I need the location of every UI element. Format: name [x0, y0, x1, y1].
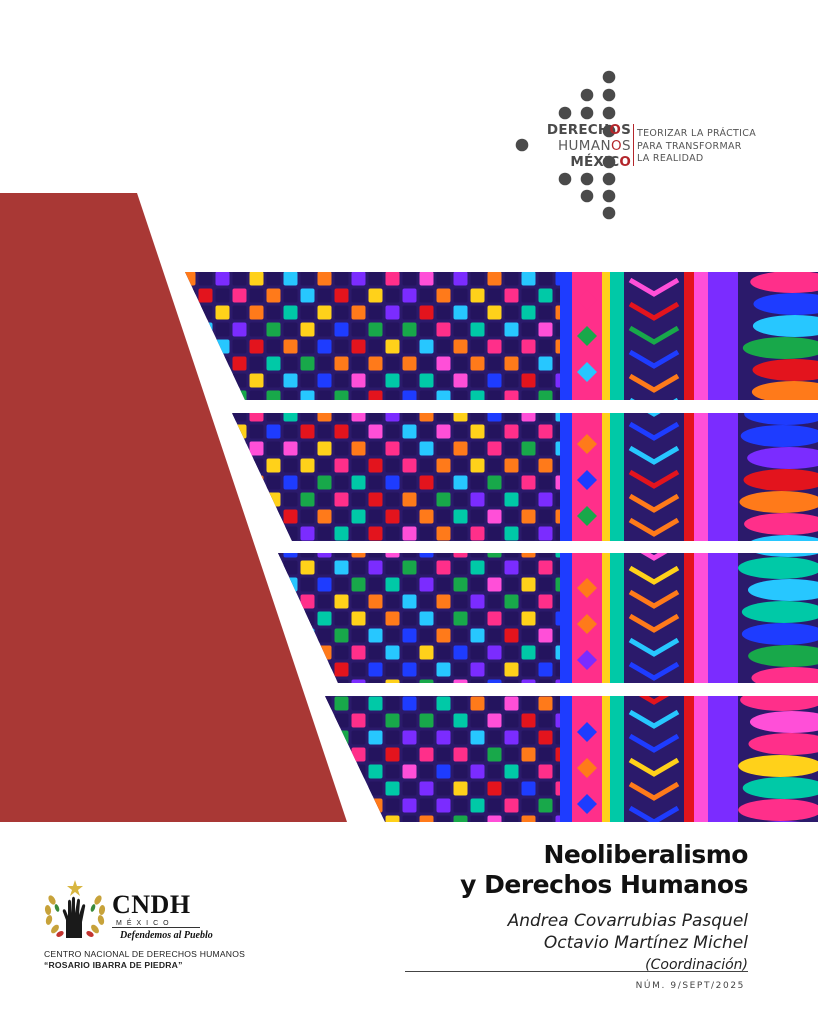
title-block: Neoliberalismo y Derechos Humanos Andrea… [328, 840, 748, 974]
cover-artwork [0, 193, 818, 822]
coordination-label: (Coordinación) [645, 957, 748, 973]
logo-dots-icon [515, 70, 616, 220]
red-panel [0, 193, 347, 822]
book-title: Neoliberalismo y Derechos Humanos [460, 840, 748, 899]
authors: Andrea Covarrubias Pasquel Octavio Martí… [328, 910, 748, 954]
title-rule [405, 971, 748, 972]
raised-hand-laurel-icon [44, 880, 106, 938]
logo-wordmark: DERECHOS HUMANOS MÉXICO [546, 122, 631, 170]
author-name: Octavio Martínez Michel [543, 933, 748, 953]
cndh-full-name: CENTRO NACIONAL DE DERECHOS HUMANOS [44, 949, 246, 959]
author-name: Andrea Covarrubias Pasquel [507, 911, 748, 931]
cndh-rule [112, 927, 200, 928]
logo-slogan: TEORIZAR LA PRÁCTICA PARA TRANSFORMAR LA… [637, 128, 756, 164]
logo-divider [633, 124, 634, 166]
issue-number: NÚM. 9/SEPT/2025 [635, 981, 745, 991]
cndh-logo: CNDH MÉXICO Defendemos al Pueblo CENTRO … [42, 878, 282, 978]
cndh-motto: Defendemos al Pueblo [120, 930, 213, 941]
cndh-country: MÉXICO [116, 920, 174, 927]
cndh-name: CNDH [112, 890, 191, 919]
cndh-subtitle: “ROSARIO IBARRA DE PIEDRA” [44, 960, 183, 970]
